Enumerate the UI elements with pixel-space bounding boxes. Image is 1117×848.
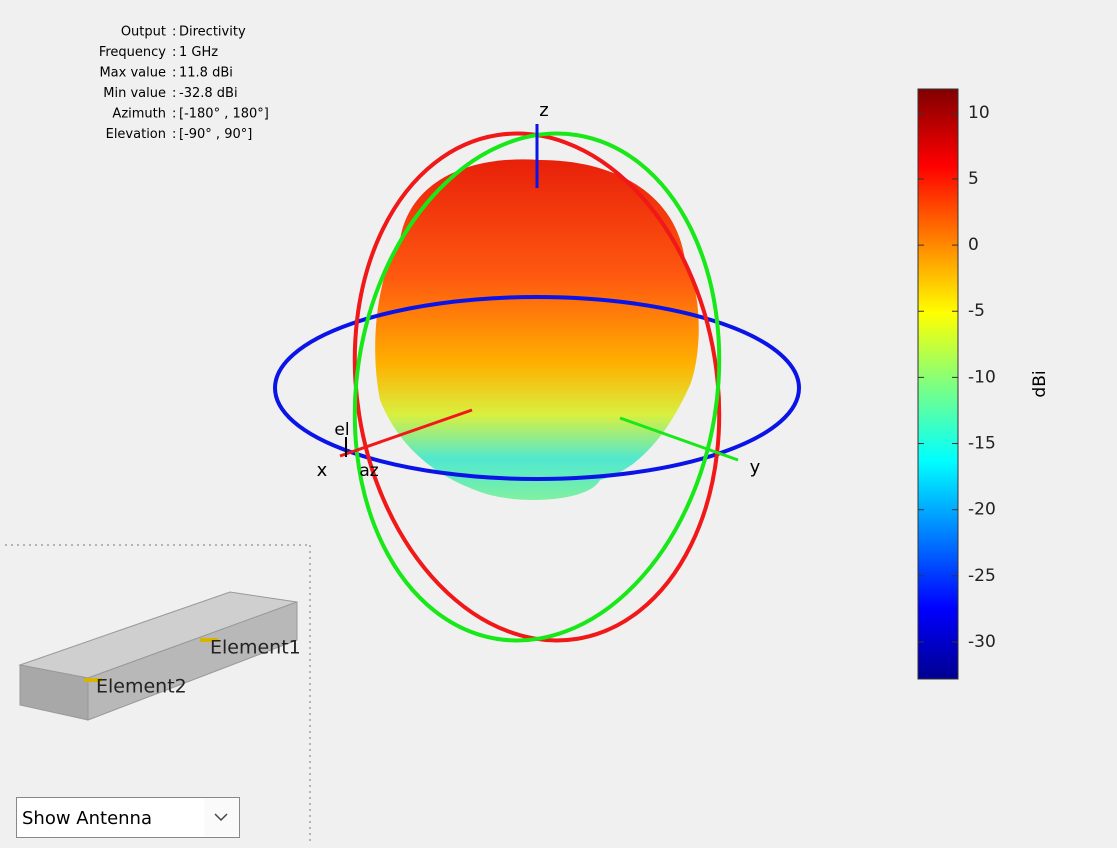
colorbar (917, 88, 959, 680)
info-label: Azimuth (112, 107, 166, 122)
info-label: Elevation (106, 127, 166, 142)
info-value: [-180° , 180°] (179, 107, 269, 122)
colorbar-tick-label: 10 (968, 103, 990, 123)
info-label: Frequency (99, 45, 166, 60)
axis-x-label: x (317, 460, 328, 481)
info-separator: : (172, 86, 176, 101)
axis-az-label: az (359, 461, 378, 481)
info-value: 11.8 dBi (179, 66, 233, 81)
colorbar-label: dBi (1030, 370, 1050, 397)
colorbar-tick-label: -10 (968, 367, 996, 387)
info-value: 1 GHz (179, 45, 218, 60)
dropdown[interactable]: Show Antenna (16, 797, 240, 838)
axis-el-label: el (334, 420, 349, 440)
info-label: Max value (99, 66, 166, 81)
element-label: Element1 (210, 637, 301, 659)
info-value: Directivity (179, 25, 246, 40)
info-separator: : (172, 66, 176, 81)
element-label: Element2 (96, 676, 187, 698)
antenna-model (18, 591, 298, 721)
colorbar-tick-label: -5 (968, 301, 985, 321)
info-separator: : (172, 107, 176, 122)
axis-z-label: z (539, 100, 548, 121)
axis-y-label: y (750, 457, 761, 478)
info-label: Output (121, 25, 166, 40)
dropdown-value[interactable]: Show Antenna (22, 808, 152, 829)
colorbar-ticks: 10 5 0 -5 -10 -15 -20 -25 -30 (918, 103, 996, 652)
info-label: Min value (103, 86, 166, 101)
colorbar-tick-label: -30 (968, 632, 996, 652)
colorbar-tick-label: 0 (968, 235, 979, 255)
colorbar-tick-label: -20 (968, 500, 996, 520)
colorbar-tick-label: -15 (968, 434, 996, 454)
colorbar-tick-label: -25 (968, 566, 996, 586)
info-separator: : (172, 25, 176, 40)
info-separator: : (172, 45, 176, 60)
colorbar-tick-label: 5 (968, 169, 979, 189)
info-value: -32.8 dBi (179, 86, 238, 101)
pattern-3d (273, 124, 801, 643)
info-value: [-90° , 90°] (179, 127, 252, 142)
info-separator: : (172, 127, 176, 142)
